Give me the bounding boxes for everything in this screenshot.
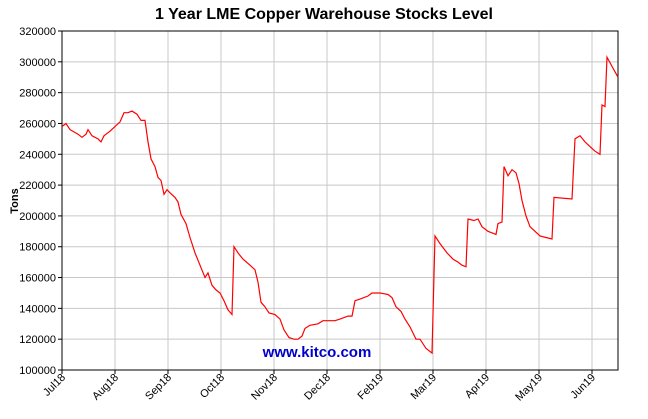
y-tick-label: 220000 — [19, 180, 56, 192]
y-tick-label: 180000 — [19, 242, 56, 254]
y-tick-label: 280000 — [19, 88, 56, 100]
y-tick-label: 160000 — [19, 273, 56, 285]
watermark: www.kitco.com — [262, 344, 372, 361]
plot-border — [61, 30, 619, 371]
y-tick-label: 240000 — [19, 149, 56, 161]
y-tick-label: 300000 — [19, 57, 56, 69]
y-tick-label: 140000 — [19, 303, 56, 315]
y-tick-label: 100000 — [19, 365, 56, 377]
chart-title: 1 Year LME Copper Warehouse Stocks Level — [155, 6, 493, 23]
y-axis-label: Tons — [9, 188, 21, 213]
y-tick-label: 320000 — [19, 26, 56, 38]
line — [61, 55, 619, 355]
y-tick-label: 200000 — [19, 211, 56, 223]
y-tick-label: 120000 — [19, 334, 56, 346]
y-tick-label: 260000 — [19, 118, 56, 130]
